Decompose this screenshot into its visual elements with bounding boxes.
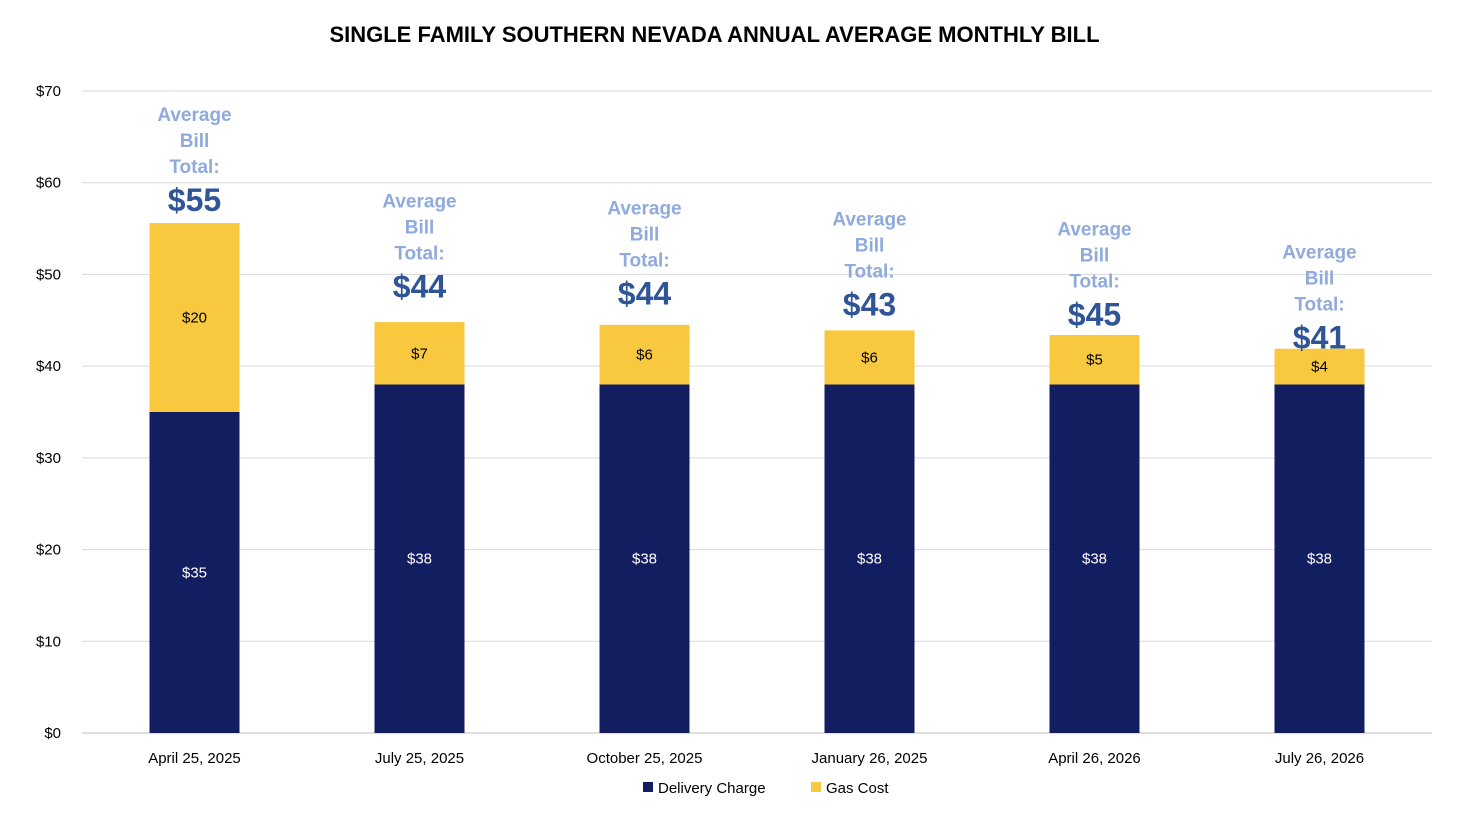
average-bill-total-label: Total: [844,262,894,283]
x-tick-label: October 25, 2025 [587,750,703,767]
average-bill-total-label: Total: [394,243,444,264]
y-tick-label: $40 [36,358,61,375]
legend-swatch [811,782,821,792]
bar-segment-gas-cost [1049,334,1140,385]
x-tick-label: July 25, 2025 [375,750,464,767]
bar-segment-gas-cost [374,322,465,385]
y-tick-label: $10 [36,633,61,650]
bar-segment-gas-cost [824,330,915,385]
average-bill-total-value: $55 [168,182,221,218]
average-bill-total-label: Total: [1069,272,1119,293]
data-label: $38 [857,551,882,568]
average-bill-total-value: $44 [393,268,447,304]
average-bill-total-label: Bill [1080,246,1110,267]
y-tick-label: $20 [36,542,61,559]
average-bill-total-label: Bill [180,131,210,152]
y-tick-label: $60 [36,175,61,192]
bar-segment-delivery-charge [1274,384,1365,733]
data-label: $6 [861,349,878,366]
average-bill-total-value: $45 [1068,297,1121,333]
data-label: $35 [182,565,207,582]
average-bill-total-label: Bill [1305,269,1335,290]
data-label: $38 [1307,551,1332,568]
x-tick-label: April 26, 2026 [1048,750,1141,767]
bar-segment-delivery-charge [824,384,915,733]
average-bill-total-label: Total: [169,157,219,178]
x-tick-label: January 26, 2025 [812,750,928,767]
bar-segment-delivery-charge [374,384,465,733]
average-bill-total-label: Bill [630,225,660,246]
average-bill-total-label: Average [832,210,906,231]
bar-segment-gas-cost [1274,348,1365,385]
x-tick-label: July 26, 2026 [1275,750,1364,767]
data-label: $38 [1082,551,1107,568]
average-bill-total-label: Total: [619,251,669,272]
data-label: $20 [182,310,207,327]
y-tick-label: $50 [36,266,61,283]
average-bill-total-label: Bill [855,236,885,257]
data-label: $5 [1086,352,1103,369]
legend-label: Gas Cost [826,780,889,797]
average-bill-total-value: $43 [843,287,896,323]
average-bill-total-value: $41 [1293,320,1346,356]
bar-segment-delivery-charge [599,384,690,733]
y-tick-label: $30 [36,450,61,467]
average-bill-total-label: Average [157,105,231,126]
legend-swatch [643,782,653,792]
x-tick-label: April 25, 2025 [148,750,241,767]
data-label: $7 [411,345,428,362]
average-bill-total-label: Average [1057,220,1131,241]
legend-label: Delivery Charge [658,780,766,797]
bar-segment-gas-cost [149,223,240,412]
y-tick-label: $0 [44,725,61,742]
average-bill-total-value: $44 [618,276,672,312]
bar-segment-gas-cost [599,324,690,385]
average-bill-total-label: Average [382,191,456,212]
data-label: $38 [632,551,657,568]
bar-segment-delivery-charge [1049,384,1140,733]
average-bill-total-label: Average [1282,243,1356,264]
data-label: $6 [636,347,653,364]
data-label: $4 [1311,359,1328,376]
average-bill-total-label: Total: [1294,295,1344,316]
chart-title: SINGLE FAMILY SOUTHERN NEVADA ANNUAL AVE… [329,22,1100,47]
y-tick-label: $70 [36,83,61,100]
data-label: $38 [407,551,432,568]
bar-segment-delivery-charge [149,412,240,733]
average-bill-total-label: Bill [405,217,435,238]
average-bill-total-label: Average [607,199,681,220]
